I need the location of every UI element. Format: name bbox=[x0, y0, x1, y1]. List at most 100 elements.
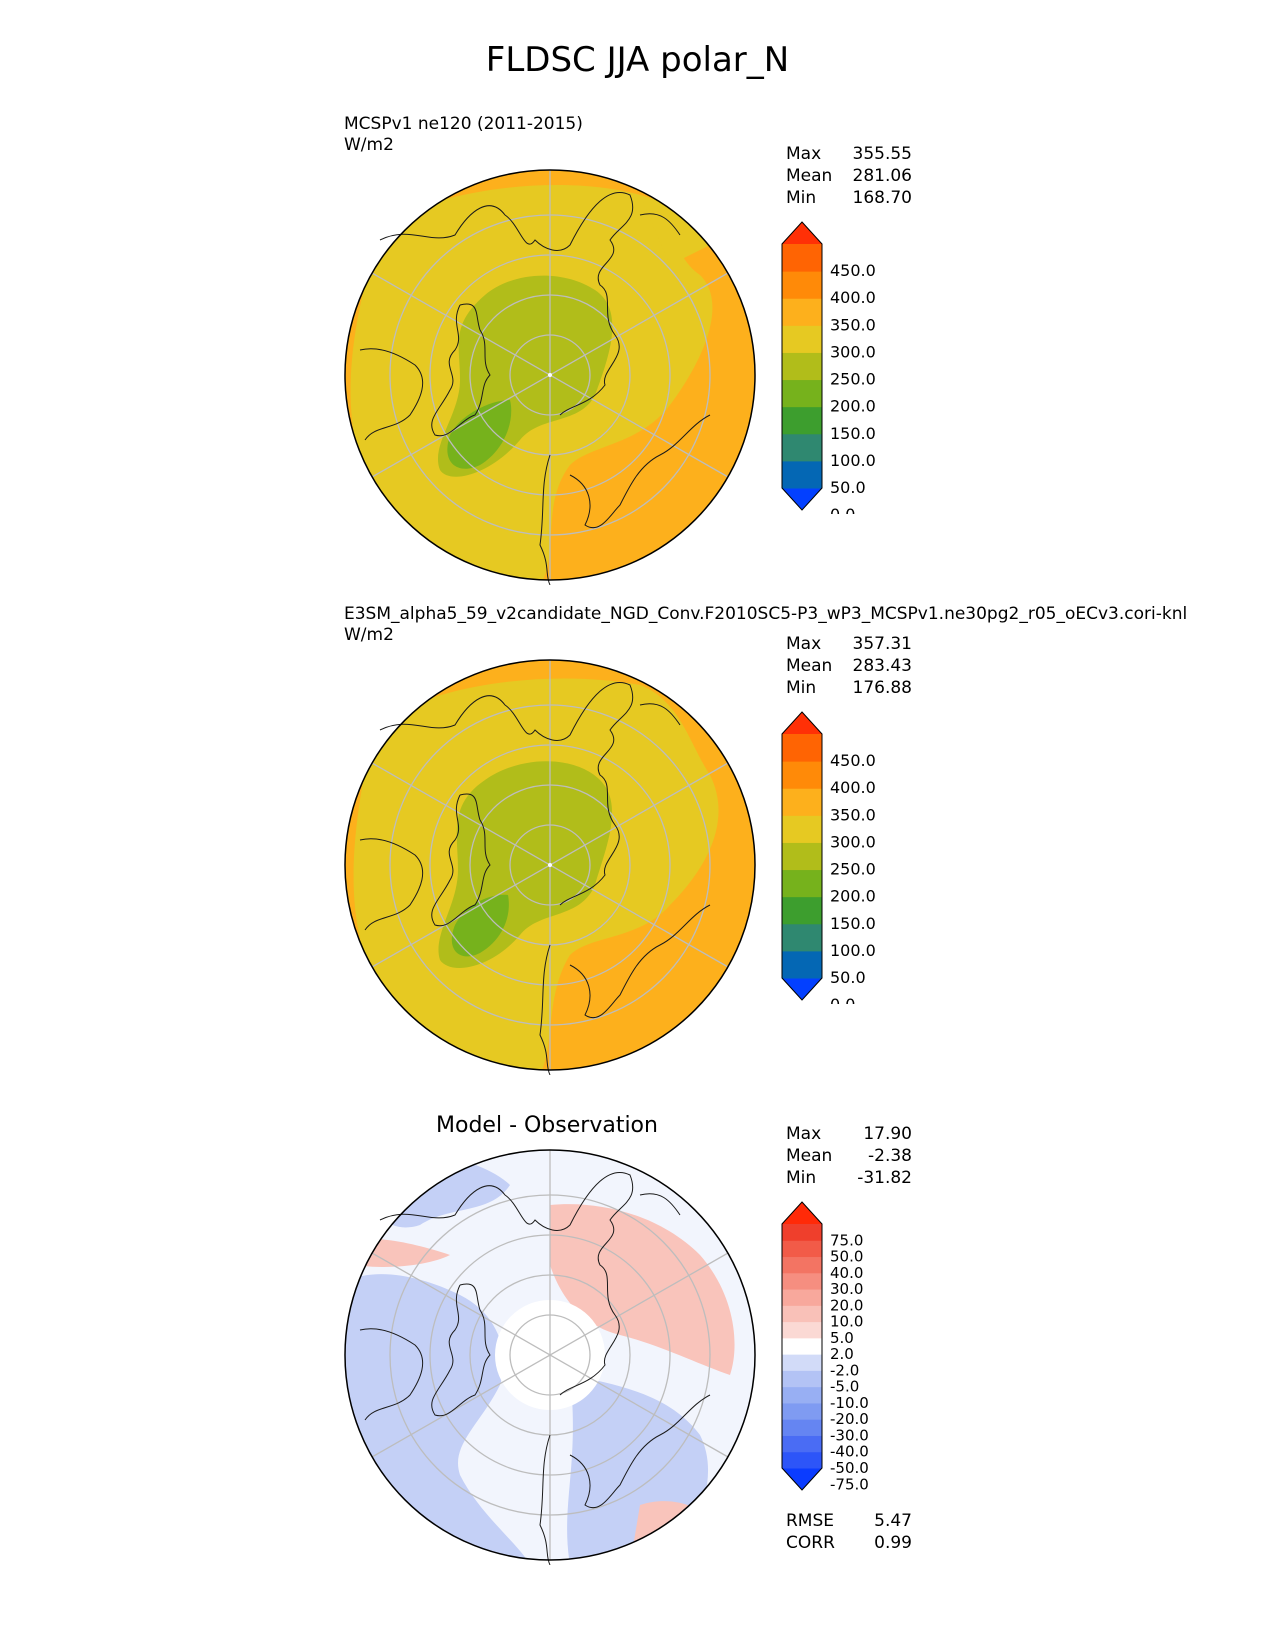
panel2-colorbar-tick-label-2: 350.0 bbox=[830, 805, 876, 824]
panel3-mean-value: -2.38 bbox=[868, 1146, 912, 1166]
panel2-units: W/m2 bbox=[344, 625, 394, 645]
panel2-colorbar-swatch-1 bbox=[782, 950, 822, 979]
panel2-coastlines bbox=[359, 682, 711, 1075]
panel3-positive-region-south bbox=[630, 1501, 720, 1560]
panel1-mid-band-east bbox=[640, 195, 710, 265]
panel3-max-label: Max bbox=[786, 1124, 822, 1144]
panel3-colorbar-swatch-1 bbox=[782, 1451, 822, 1469]
panel1-colorbar: 450.0 400.0 350.0 300.0 250.0 200.0 150.0 100.0… bbox=[781, 221, 876, 514]
panel3-colorbar-tick-label-13: -40.0 bbox=[830, 1443, 869, 1461]
panel3-colorbar-swatch-13 bbox=[782, 1256, 822, 1274]
panel1-colorbar-tick-label-3: 300.0 bbox=[830, 342, 876, 361]
panel1-colorbar-swatch-5 bbox=[782, 352, 822, 381]
panel2-colorbar-outline bbox=[781, 711, 823, 1001]
panel1-colorbar-tick-label-4: 250.0 bbox=[830, 370, 876, 389]
panel2-colorbar-tick-label-6: 150.0 bbox=[830, 914, 876, 933]
panel2-colorbar-tick-label-9: 0.0 bbox=[830, 995, 855, 1004]
panel2-colorbar-swatch-2 bbox=[782, 923, 822, 952]
panel2-colorbar-tick-label-1: 400.0 bbox=[830, 778, 876, 797]
panel2-colorbar-tick-label-0: 450.0 bbox=[830, 751, 876, 770]
panel3-colorbar-outline bbox=[781, 1201, 823, 1491]
panel1-min-value: 168.70 bbox=[852, 188, 912, 208]
panel3-min-label: Min bbox=[786, 1168, 817, 1188]
panel2-colorbar-tick-label-3: 300.0 bbox=[830, 832, 876, 851]
panel2-colorbar-swatch-4 bbox=[782, 869, 822, 898]
panel1-colorbar-swatch-1 bbox=[782, 460, 822, 489]
panel3-colorbar: 75.050.040.030.020.010.05.02.0-2.0-5.0-1… bbox=[781, 1201, 869, 1493]
panel3-colorbar-swatch-11 bbox=[782, 1289, 822, 1306]
panel2-colorbar-swatch-5 bbox=[782, 842, 822, 871]
panel1-colorbar-swatch-2 bbox=[782, 433, 822, 462]
panel2-colorbar-swatch-6 bbox=[782, 815, 822, 843]
panel3-colorbar-tick-label-4: 20.0 bbox=[830, 1296, 863, 1314]
panel3-coastlines bbox=[359, 1172, 711, 1565]
corr-label: CORR bbox=[786, 1533, 835, 1553]
panel2-mean-value: 283.43 bbox=[852, 656, 912, 676]
panel3-colorbar-tick-label-7: 2.0 bbox=[830, 1345, 854, 1363]
panel1-subtitle: MCSPv1 ne120 (2011-2015) bbox=[344, 114, 583, 134]
panel2-colorbar-swatch-8 bbox=[782, 761, 822, 789]
panel1-colorbar-swatch-3 bbox=[782, 406, 822, 435]
panel3-min-value: -31.82 bbox=[857, 1168, 912, 1188]
panel3-colorbar-swatch-12 bbox=[782, 1272, 822, 1290]
panel2-subtitle: E3SM_alpha5_59_v2candidate_NGD_Conv.F201… bbox=[344, 604, 1188, 624]
panel3-map-border bbox=[344, 1149, 756, 1561]
panel3-colorbar-swatch-9 bbox=[782, 1321, 822, 1339]
panel3-colorbar-swatch-6 bbox=[782, 1370, 822, 1388]
panel2-colorbar-tick-label-8: 50.0 bbox=[830, 968, 866, 987]
panel3-colorbar-swatch-10 bbox=[782, 1305, 822, 1323]
panel3-colorbar-tick-label-5: 10.0 bbox=[830, 1313, 863, 1331]
panel2-colorbar-extend-max bbox=[782, 712, 822, 734]
panel2-min-value: 176.88 bbox=[852, 678, 912, 698]
panel2-stats: Max 357.31 Mean 283.43 Min 176.88 bbox=[786, 633, 912, 699]
panel2-north-pole-marker bbox=[548, 863, 552, 867]
panel3-title: Model - Observation bbox=[436, 1113, 658, 1138]
panel3-max-value: 17.90 bbox=[863, 1124, 912, 1144]
panel1-colorbar-swatch-9 bbox=[782, 244, 822, 272]
panel1-colorbar-tick-label-2: 350.0 bbox=[830, 315, 876, 334]
panel3-colorbar-swatch-2 bbox=[782, 1435, 822, 1453]
panel1-colorbar-extend-min bbox=[782, 488, 822, 510]
panel2-map-border bbox=[344, 659, 756, 1071]
panel1-colorbar-extend-max bbox=[782, 222, 822, 244]
panel3-colorbar-extend-max bbox=[782, 1202, 822, 1224]
panel1-mean-value: 281.06 bbox=[852, 166, 912, 186]
panel2-colorbar-extend-min bbox=[782, 978, 822, 1000]
panel2-colorbar-tick-label-5: 200.0 bbox=[830, 887, 876, 906]
panel1-colorbar-tick-label-0: 450.0 bbox=[830, 261, 876, 280]
panel1-colorbar-tick-label-6: 150.0 bbox=[830, 424, 876, 443]
panel3-colorbar-swatch-15 bbox=[782, 1224, 822, 1241]
panel1-colorbar-swatch-4 bbox=[782, 379, 822, 408]
panel2-colorbar-swatch-3 bbox=[782, 896, 822, 925]
panel2-max-label: Max bbox=[786, 634, 822, 654]
panel3-graticule bbox=[371, 1150, 729, 1560]
panel3-colorbar-tick-label-2: 40.0 bbox=[830, 1264, 863, 1282]
panel1-colorbar-tick-label-5: 200.0 bbox=[830, 397, 876, 416]
panel2-greenland bbox=[451, 894, 509, 957]
panel3-colorbar-tick-label-0: 75.0 bbox=[830, 1231, 863, 1249]
panel1-colorbar-outline bbox=[781, 221, 823, 511]
panel2-colorbar-swatch-7 bbox=[782, 788, 822, 816]
panel3-colorbar-swatch-8 bbox=[782, 1337, 822, 1355]
rmse-value: 5.47 bbox=[874, 1511, 912, 1531]
panel3-colorbar-tick-label-14: -50.0 bbox=[830, 1459, 869, 1477]
panel3-mean-label: Mean bbox=[786, 1146, 833, 1166]
panel2-colorbar: 450.0 400.0 350.0 300.0 250.0 200.0 150.0 100.0… bbox=[781, 711, 876, 1004]
panel3-colorbar-tick-label-3: 30.0 bbox=[830, 1280, 863, 1298]
panel1-polar-map bbox=[344, 169, 756, 585]
panel1-north-pole-marker bbox=[548, 373, 552, 377]
panel3-colorbar-tick-label-8: -2.0 bbox=[830, 1361, 859, 1379]
panel1-greenland bbox=[447, 400, 512, 469]
panel1-colorbar-swatch-8 bbox=[782, 271, 822, 299]
panel3-colorbar-swatch-4 bbox=[782, 1402, 822, 1420]
panel3-colorbar-tick-label-12: -30.0 bbox=[830, 1426, 869, 1444]
panel2-colorbar-tick-label-4: 250.0 bbox=[830, 860, 876, 879]
panel3-colorbar-tick-label-9: -5.0 bbox=[830, 1378, 859, 1396]
panel2-min-label: Min bbox=[786, 678, 817, 698]
panel1-colorbar-tick-label-1: 400.0 bbox=[830, 288, 876, 307]
panel1-colorbar-swatch-7 bbox=[782, 298, 822, 326]
panel2-max-value: 357.31 bbox=[852, 634, 912, 654]
panel3-stats: Max 17.90 Mean -2.38 Min -31.82 bbox=[786, 1123, 912, 1189]
panel1-colorbar-tick-label-8: 50.0 bbox=[830, 478, 866, 497]
panel1-colorbar-tick-label-7: 100.0 bbox=[830, 451, 876, 470]
